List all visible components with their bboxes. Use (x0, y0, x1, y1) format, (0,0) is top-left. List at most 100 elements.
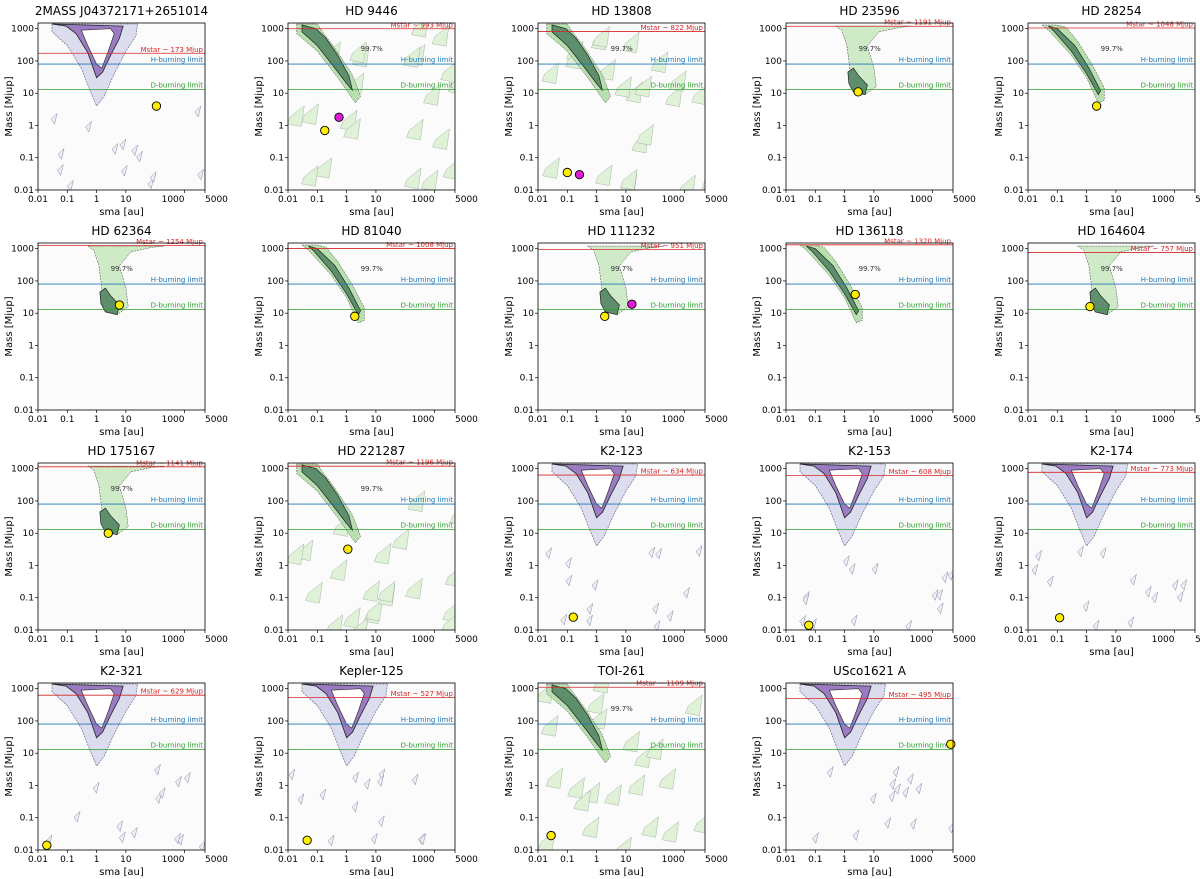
contour-patch (301, 165, 319, 187)
y-tick-label: 10 (771, 309, 783, 319)
contour-patch (595, 164, 613, 186)
plot-frame (785, 22, 954, 191)
contour-layer (799, 463, 953, 630)
panel-kepler-125: Mstar ~ 527 Mjup H-burning limit D-burning… (250, 660, 490, 879)
y-tick-label: 0.01 (264, 846, 284, 856)
contour-patch (545, 547, 552, 559)
y-tick-label: 0.01 (762, 186, 782, 196)
x-tick-label: 10 (620, 415, 632, 425)
contour-layer: 99.7% (86, 245, 165, 316)
y-tick-label: 1000 (759, 465, 782, 475)
x-axis-label: sma [au] (349, 207, 394, 218)
plot-frame (1027, 22, 1196, 191)
x-tick-label: 0.1 (60, 415, 74, 425)
y-tick-label: 1 (278, 561, 284, 571)
panel-title: HD 62364 (91, 224, 151, 238)
contour-patch (1082, 600, 1090, 612)
x-tick-label: 1000 (1152, 195, 1175, 205)
contour-inner (806, 245, 859, 316)
y-axis-label: Mass [Mjup] (4, 516, 15, 576)
y-tick-label: 1000 (11, 465, 34, 475)
y-tick-label: 0.01 (1004, 406, 1024, 416)
plot-frame (537, 462, 706, 631)
contour-patch (616, 836, 632, 850)
h-burning-label: H-burning limit (401, 276, 454, 284)
plot-background (38, 463, 205, 630)
contour-patch (155, 792, 162, 804)
panel-title: HD 23596 (839, 4, 899, 18)
contour-patch (352, 771, 359, 784)
contour-patch (288, 768, 296, 781)
panel-title: HD 81040 (341, 224, 401, 238)
x-tick-label: 5000 (705, 855, 728, 865)
panel-svg: 99.7% Mstar ~ 757 Mjup H-burning limit D-bu… (994, 224, 1200, 438)
data-point (42, 840, 52, 850)
y-tick-label: 1000 (1001, 25, 1024, 35)
x-tick-label: 10 (868, 195, 880, 205)
contour-patch (136, 150, 143, 163)
x-tick-label: 1 (842, 415, 848, 425)
panel-title: HD 221287 (338, 444, 406, 458)
y-axis-label: Mass [Mjup] (752, 296, 763, 356)
contour-layer: 99.7% (288, 463, 455, 630)
plot-frame (785, 462, 954, 631)
contour-level-label: 99.7% (611, 45, 634, 53)
x-tick-label: 1000 (162, 195, 185, 205)
y-tick-label: 100 (17, 57, 34, 67)
contour-patch (158, 787, 166, 799)
contour-patch (799, 614, 806, 627)
contour-mid (1041, 24, 1105, 104)
panel-svg: Mstar ~ 634 Mjup H-burning limit D-burning… (504, 444, 728, 658)
panel-svg: Mstar ~ 173 Mjup H-burning limit D-burning… (4, 4, 228, 218)
x-axis-label: sma [au] (349, 647, 394, 658)
x-tick-label: 1 (594, 415, 600, 425)
panel-svg: 99.7% Mstar ~ 822 Mjup H-burning limit D-bu… (504, 4, 728, 218)
x-axis-label: sma [au] (1089, 427, 1134, 438)
x-tick-label: 1 (94, 855, 100, 865)
panel-svg: 99.7% Mstar ~ 1109 Mjup H-burning limit D-b… (504, 664, 728, 878)
contour-patch (362, 580, 380, 602)
contour-patch (586, 614, 593, 627)
y-tick-label: 1 (1018, 121, 1024, 131)
y-tick-label: 1000 (511, 25, 534, 35)
contour-mid (546, 23, 611, 104)
y-tick-label: 100 (267, 497, 284, 507)
y-tick-label: 0.1 (270, 374, 284, 384)
contour-patch (907, 773, 914, 785)
panel-title: HD 13808 (591, 4, 651, 18)
contour-patch (843, 554, 850, 567)
data-point (103, 528, 113, 538)
x-tick-label: 1 (1084, 635, 1090, 645)
y-tick-label: 100 (765, 57, 782, 67)
y-tick-label: 10 (1013, 529, 1025, 539)
contour-patch (567, 777, 585, 799)
y-axis-label: Mass [Mjup] (994, 76, 1005, 136)
x-tick-label: 1000 (162, 855, 185, 865)
contour-patch (936, 588, 943, 601)
y-tick-label: 0.1 (20, 594, 34, 604)
panel-title: K2-123 (600, 444, 643, 458)
contour-hole (1070, 468, 1105, 509)
x-tick-label: 0.1 (1050, 635, 1064, 645)
x-tick-label: 5000 (1195, 635, 1200, 645)
x-tick-label: 1000 (662, 635, 685, 645)
x-tick-label: 10 (370, 855, 382, 865)
contour-layer: 99.7% (86, 465, 165, 536)
h-burning-label: H-burning limit (651, 496, 704, 504)
data-point (562, 167, 572, 178)
contour-patch (177, 833, 184, 846)
x-tick-label: 1 (94, 415, 100, 425)
d-burning-label: D-burning limit (899, 742, 952, 750)
x-tick-label: 0.1 (560, 855, 574, 865)
y-tick-label: 0.1 (270, 814, 284, 824)
x-tick-label: 1 (842, 635, 848, 645)
contour-patch (1177, 590, 1184, 603)
plot-frame (785, 242, 954, 411)
panel-hd-28254: 99.7% Mstar ~ 1048 Mjup H-burning limit D-b… (990, 0, 1200, 219)
panel-svg: 99.7% Mstar ~ 1008 Mjup H-burning limit D-b… (254, 224, 478, 438)
h-burning-label: H-burning limit (899, 276, 952, 284)
contour-inner (301, 464, 353, 531)
contour-patch (119, 831, 126, 844)
y-tick-label: 1000 (261, 465, 284, 475)
